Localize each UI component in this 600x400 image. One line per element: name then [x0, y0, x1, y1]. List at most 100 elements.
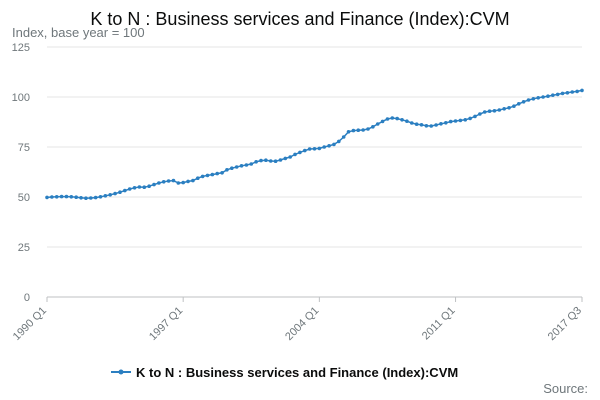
data-point	[103, 194, 108, 198]
data-point	[50, 195, 54, 199]
data-point	[531, 97, 536, 101]
data-point	[405, 119, 409, 123]
data-point	[273, 159, 278, 163]
data-point	[264, 158, 268, 162]
data-point	[409, 121, 414, 125]
data-point	[166, 179, 171, 183]
data-point	[516, 102, 521, 106]
data-point	[448, 119, 453, 124]
data-point	[123, 188, 127, 193]
series-layer	[45, 88, 584, 200]
data-point	[512, 104, 516, 108]
data-point	[74, 195, 78, 199]
data-point	[458, 118, 463, 123]
data-point	[463, 118, 468, 122]
data-point	[93, 195, 98, 200]
data-point	[385, 117, 390, 121]
data-point	[424, 124, 429, 128]
data-point	[482, 110, 487, 114]
data-point	[191, 178, 195, 183]
data-point	[244, 163, 249, 167]
data-point	[142, 185, 147, 189]
data-point	[181, 180, 185, 185]
data-point	[570, 90, 575, 94]
data-point	[84, 196, 88, 200]
data-point	[152, 182, 156, 187]
y-tick-label-25: 25	[18, 242, 30, 254]
data-point	[45, 195, 49, 200]
y-tick-label-100: 100	[12, 92, 30, 104]
data-point	[453, 119, 458, 123]
data-point	[565, 91, 570, 95]
data-point	[113, 191, 117, 196]
data-point	[298, 150, 302, 155]
data-point	[293, 152, 297, 157]
y-tick-label-0: 0	[24, 292, 30, 304]
data-point	[526, 98, 531, 102]
legend[interactable]: K to N : Business services and Finance (…	[111, 365, 458, 380]
y-tick-label-125: 125	[12, 42, 30, 54]
data-point	[473, 114, 477, 119]
data-point	[239, 164, 244, 168]
data-point	[278, 158, 283, 162]
data-point	[521, 100, 526, 104]
data-point	[98, 195, 103, 199]
data-point	[492, 109, 497, 113]
data-point	[259, 158, 263, 163]
data-point	[439, 122, 443, 126]
x-tick-label: 2017 Q3	[546, 305, 584, 343]
chart-title: K to N : Business services and Finance (…	[90, 9, 509, 29]
data-point	[546, 94, 550, 98]
x-tick-label: 2004 Q1	[283, 305, 321, 343]
data-point	[157, 181, 161, 185]
data-point	[468, 116, 472, 121]
y-tick-label-75: 75	[18, 142, 30, 154]
y-axis-label: Index, base year = 100	[12, 25, 145, 40]
data-point	[186, 179, 190, 184]
data-point	[79, 196, 83, 200]
data-point	[332, 142, 336, 147]
data-point	[361, 128, 365, 132]
data-point	[205, 173, 210, 178]
data-point	[444, 121, 448, 125]
data-point	[234, 165, 239, 169]
data-point	[400, 118, 404, 122]
legend-swatch-marker	[118, 369, 124, 375]
data-point	[375, 122, 380, 126]
data-point	[434, 123, 438, 127]
data-point	[341, 135, 346, 139]
data-point	[419, 123, 424, 127]
data-point	[351, 128, 356, 133]
data-point	[346, 130, 351, 134]
data-point	[302, 148, 307, 153]
data-point	[283, 156, 288, 161]
data-point	[108, 193, 113, 197]
data-point	[478, 112, 482, 116]
source-label: Source:	[543, 381, 588, 396]
legend-label: K to N : Business services and Finance (…	[136, 365, 458, 380]
x-axis: 1990 Q1 1997 Q1 2004 Q1 2011 Q1 2017 Q3	[11, 297, 584, 343]
data-point	[317, 146, 322, 151]
x-tick-label: 1990 Q1	[11, 305, 49, 343]
data-point	[575, 89, 579, 94]
data-point	[59, 194, 64, 199]
data-point	[502, 107, 506, 111]
data-point	[132, 186, 137, 190]
data-point	[307, 147, 312, 151]
x-tick-label: 1997 Q1	[147, 305, 185, 343]
gridlines	[47, 46, 582, 298]
data-point	[230, 166, 234, 170]
data-point	[64, 194, 69, 199]
data-point	[366, 127, 370, 131]
data-point	[127, 187, 132, 191]
data-point	[327, 144, 331, 148]
data-point	[210, 172, 215, 177]
data-point	[254, 160, 258, 164]
data-point	[137, 185, 142, 189]
data-point	[171, 178, 176, 183]
data-point	[118, 190, 122, 194]
data-point	[371, 125, 375, 129]
data-point	[69, 195, 74, 199]
data-point	[507, 106, 511, 110]
